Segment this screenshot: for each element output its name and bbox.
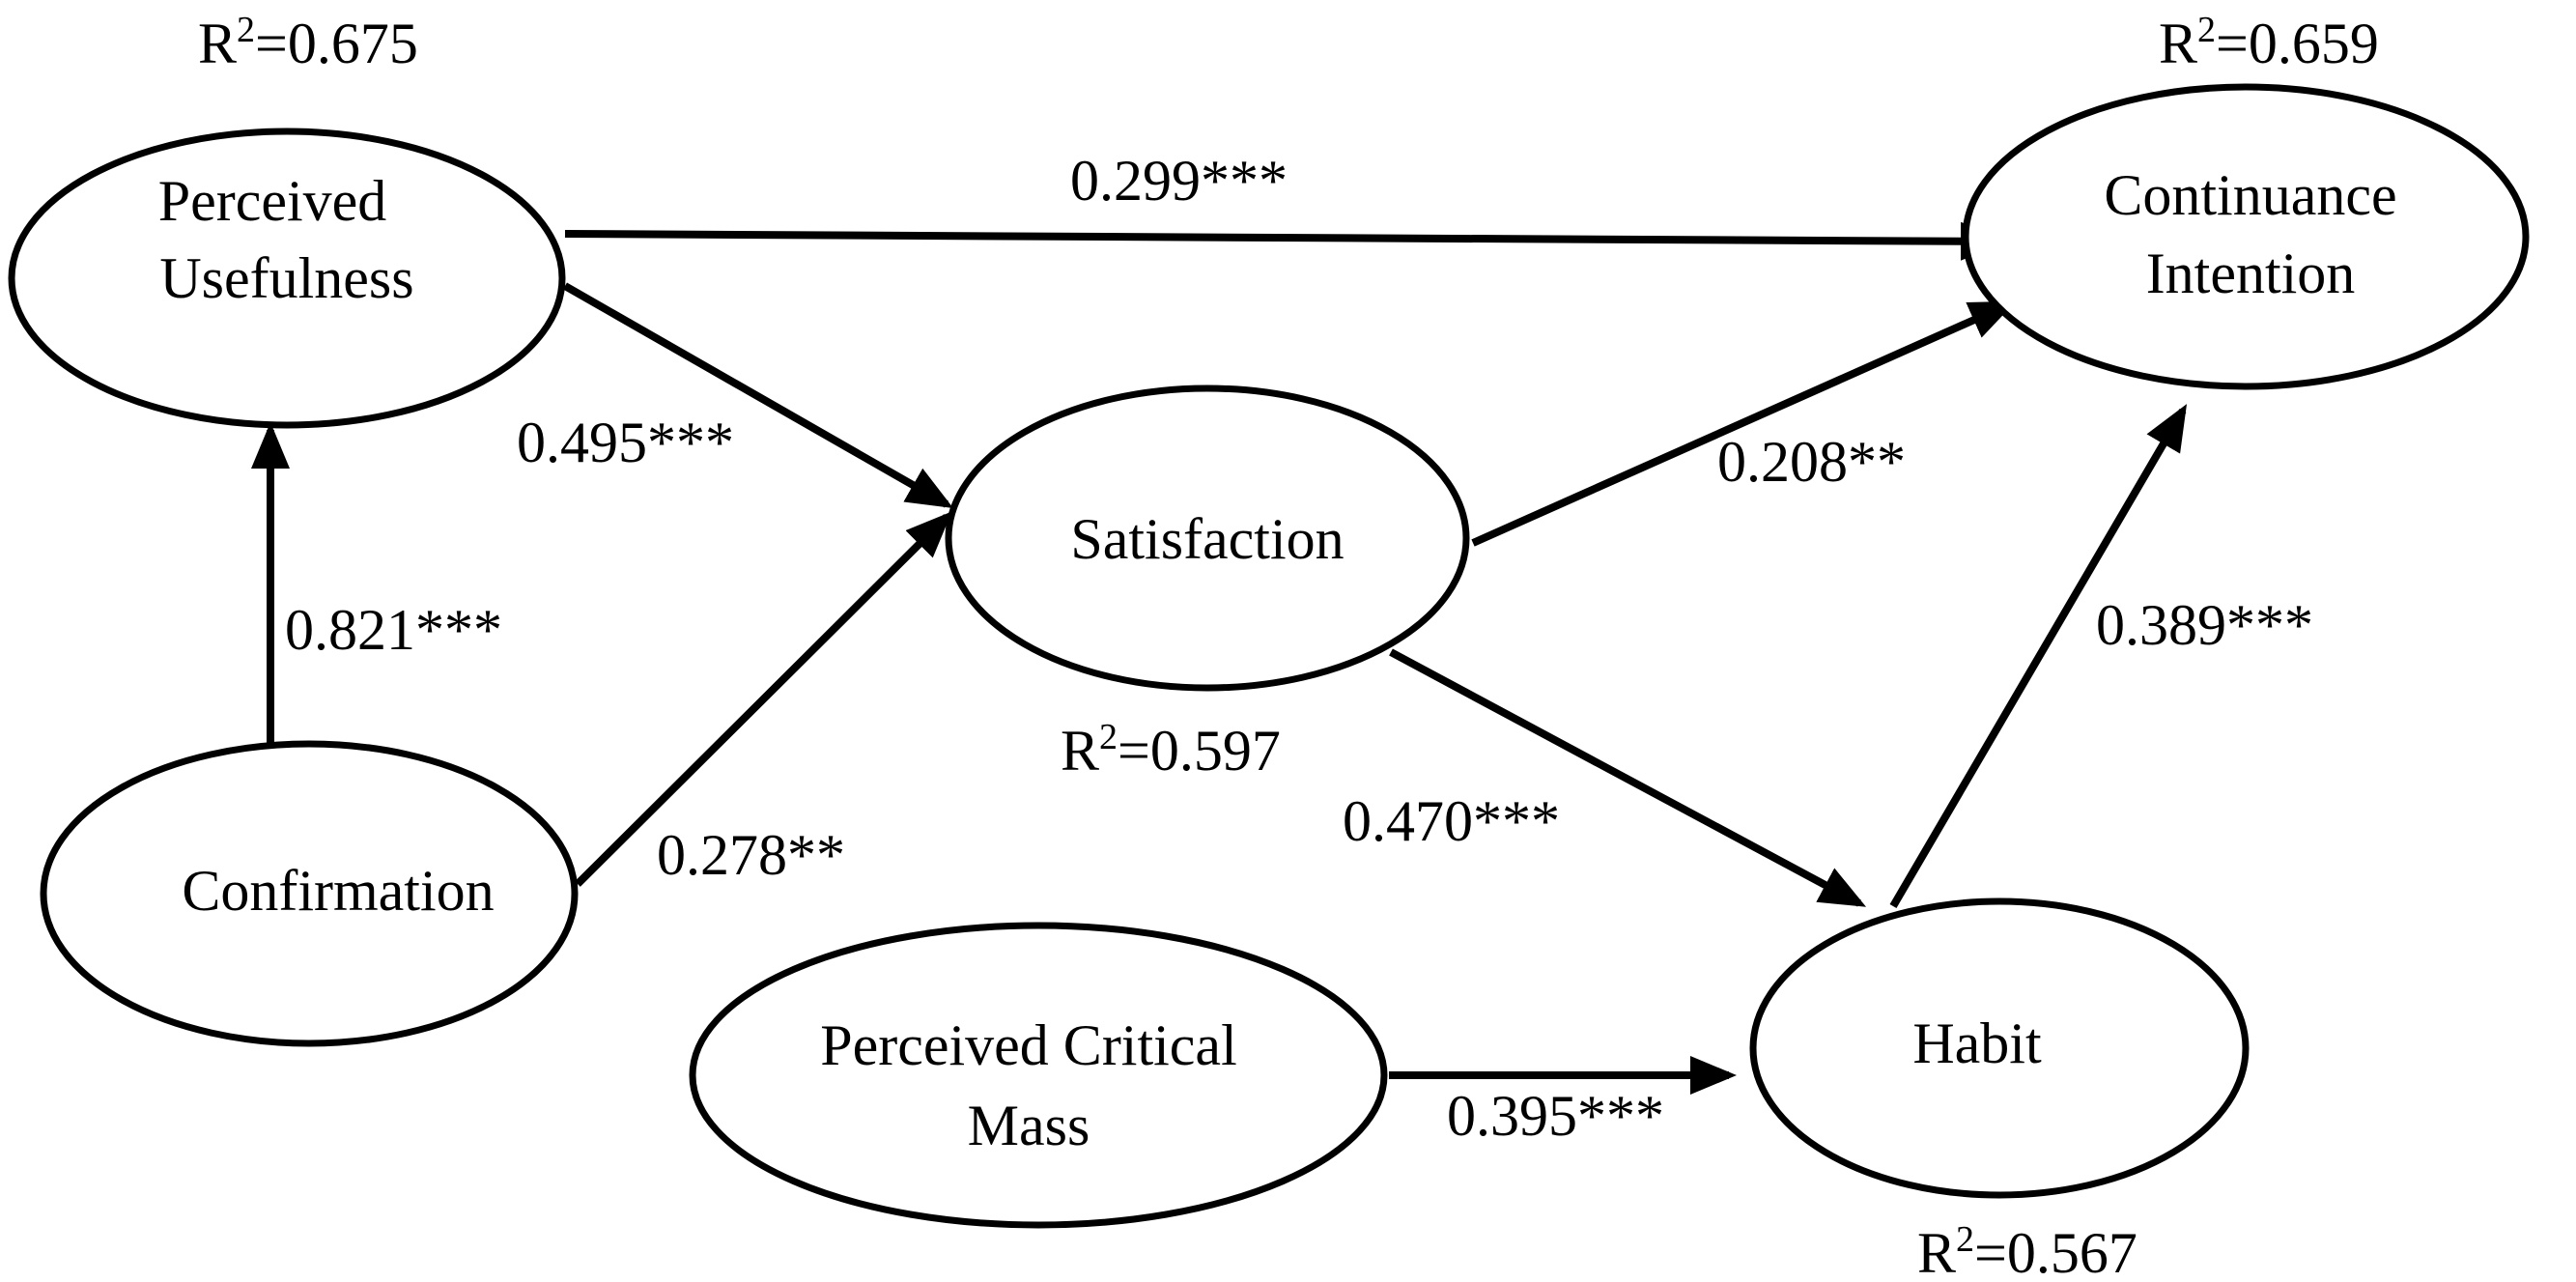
r2-continuance-intention: R2=0.659 bbox=[2159, 10, 2379, 75]
node-label-satisfaction: Satisfaction bbox=[1070, 507, 1344, 571]
edge-sat-to-ci bbox=[1471, 300, 2017, 547]
coef-pcm-to-habit: 0.395*** bbox=[1447, 1084, 1664, 1148]
node-label-habit: Habit bbox=[1912, 1011, 2042, 1075]
coef-pu-to-ci: 0.299*** bbox=[1070, 149, 1288, 213]
node-label-continuance-intention-line2: Intention bbox=[2146, 242, 2356, 305]
edges bbox=[251, 221, 2188, 1095]
node-confirmation: Confirmation bbox=[40, 740, 579, 1047]
node-label-perceived-usefulness-line1: Perceived bbox=[158, 169, 387, 233]
edge-pu-to-sat bbox=[563, 282, 953, 508]
node-continuance-intention: Continuance Intention bbox=[1962, 83, 2530, 390]
node-label-confirmation: Confirmation bbox=[182, 859, 494, 923]
node-perceived-usefulness: Perceived Usefulness bbox=[8, 128, 566, 429]
node-habit: Habit bbox=[1749, 897, 2250, 1199]
coef-conf-to-sat: 0.278** bbox=[657, 823, 845, 887]
node-label-perceived-critical-mass-line1: Perceived Critical bbox=[820, 1013, 1236, 1077]
coef-pu-to-sat: 0.495*** bbox=[517, 411, 734, 474]
node-perceived-critical-mass: Perceived Critical Mass bbox=[689, 922, 1388, 1229]
r2-perceived-usefulness: R2=0.675 bbox=[198, 10, 418, 75]
edge-conf-to-sat bbox=[575, 511, 952, 887]
node-label-perceived-critical-mass-line2: Mass bbox=[968, 1094, 1090, 1157]
coef-sat-to-ci: 0.208** bbox=[1717, 430, 1906, 494]
node-label-continuance-intention-line1: Continuance bbox=[2104, 163, 2396, 227]
coef-sat-to-habit: 0.470*** bbox=[1343, 789, 1560, 853]
edge-sat-to-habit bbox=[1389, 648, 1867, 907]
node-satisfaction: Satisfaction bbox=[945, 385, 1470, 692]
r2-satisfaction: R2=0.597 bbox=[1061, 717, 1281, 783]
r2-habit: R2=0.567 bbox=[1917, 1219, 2137, 1282]
edge-habit-to-ci bbox=[1889, 404, 2188, 909]
coef-habit-to-ci: 0.389*** bbox=[2096, 593, 2313, 657]
coef-conf-to-pu: 0.821*** bbox=[285, 598, 502, 662]
edge-pu-to-ci bbox=[564, 221, 2007, 261]
node-label-perceived-usefulness-line2: Usefulness bbox=[159, 246, 413, 310]
